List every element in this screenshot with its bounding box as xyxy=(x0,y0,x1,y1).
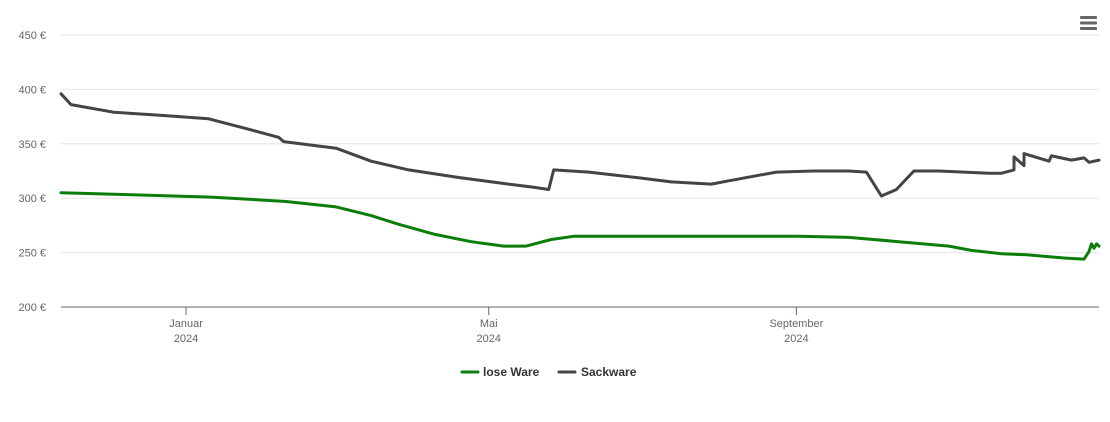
y-tick-label: 300 € xyxy=(18,193,46,205)
legend-label: lose Ware xyxy=(483,365,540,379)
hamburger-menu-icon xyxy=(1080,16,1097,30)
series-line-1[interactable] xyxy=(59,92,1101,198)
grid-lines xyxy=(61,34,1099,254)
y-tick-label: 350 € xyxy=(18,139,46,151)
legend-item-1[interactable]: Sackware xyxy=(557,365,637,379)
x-axis: Januar 2024 Mai 2024 September 2024 xyxy=(61,306,1099,345)
x-tick-year-label: 2024 xyxy=(174,333,198,345)
legend-label: Sackware xyxy=(581,365,637,379)
x-tick-month-label: Mai xyxy=(480,318,498,330)
series-lines xyxy=(59,92,1101,261)
x-tick-year-label: 2024 xyxy=(784,333,808,345)
y-tick-label: 450 € xyxy=(18,30,46,42)
legend-item-0[interactable]: lose Ware xyxy=(460,365,540,379)
y-tick-label: 400 € xyxy=(18,84,46,96)
chart-menu-button[interactable] xyxy=(1080,14,1098,32)
x-tick-month-label: Januar xyxy=(169,318,203,330)
x-tick-month-label: September xyxy=(769,318,823,330)
x-tick-year-label: 2024 xyxy=(476,333,500,345)
series-line-0[interactable] xyxy=(59,191,1101,261)
y-tick-label: 250 € xyxy=(18,248,46,260)
legend: lose Ware Sackware xyxy=(460,365,637,379)
y-tick-label: 200 € xyxy=(18,302,46,314)
y-axis-labels: 200 € 250 € 300 € 350 € 400 € 450 € xyxy=(18,30,46,314)
